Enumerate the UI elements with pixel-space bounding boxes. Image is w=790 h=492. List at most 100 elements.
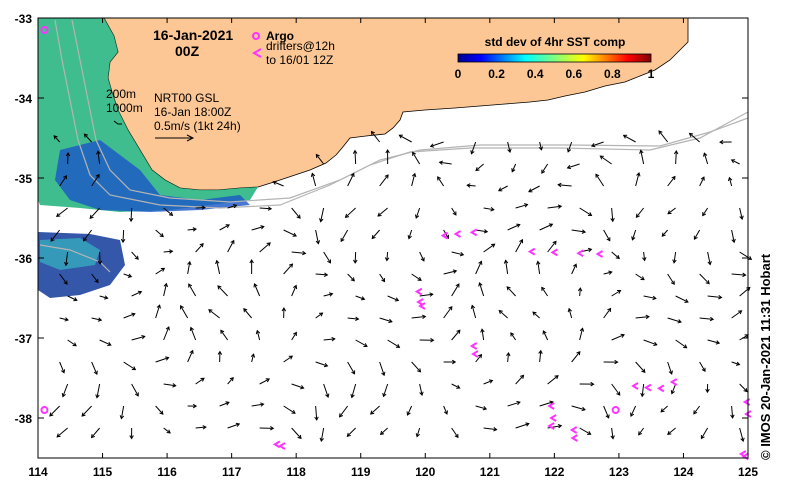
current-arrow xyxy=(89,207,101,220)
current-arrow xyxy=(667,273,675,286)
current-arrow xyxy=(347,273,355,282)
current-arrow xyxy=(437,176,445,187)
x-tick-label: 122 xyxy=(544,465,564,479)
current-arrow xyxy=(82,229,93,242)
current-arrow xyxy=(542,330,549,341)
current-arrow xyxy=(673,150,679,165)
current-arrow xyxy=(731,310,743,319)
current-arrow xyxy=(429,141,444,148)
current-arrow xyxy=(163,427,171,434)
argo-legend-label: Argo xyxy=(266,29,294,43)
drifter-marker xyxy=(631,382,639,390)
current-arrow xyxy=(129,427,134,440)
current-arrow xyxy=(259,426,275,431)
current-arrow xyxy=(478,282,485,297)
current-arrow xyxy=(705,383,710,394)
current-arrow xyxy=(611,383,621,396)
current-arrow xyxy=(675,295,689,303)
current-arrow xyxy=(483,243,496,253)
current-arrow xyxy=(707,251,712,266)
current-arrow xyxy=(411,314,427,320)
current-arrow xyxy=(387,339,401,348)
current-vectors xyxy=(49,130,753,443)
axis-ticks xyxy=(37,17,749,458)
current-arrow xyxy=(667,317,682,324)
current-arrow xyxy=(91,317,103,322)
current-arrow xyxy=(220,329,229,341)
current-arrow xyxy=(599,155,612,165)
current-arrow xyxy=(283,355,294,363)
current-arrow xyxy=(480,328,485,341)
current-arrow xyxy=(189,326,197,341)
current-arrow xyxy=(163,207,174,216)
current-arrow xyxy=(702,207,709,217)
current-arrow xyxy=(497,185,508,192)
current-arrow xyxy=(579,381,595,387)
isobath-lines xyxy=(39,19,749,273)
current-arrow xyxy=(155,356,170,363)
isobath-200-label: 200m xyxy=(106,87,136,101)
current-arrow xyxy=(64,251,69,267)
current-arrow xyxy=(539,223,554,231)
current-arrow xyxy=(180,305,189,319)
current-arrow xyxy=(131,290,143,297)
current-arrow xyxy=(443,269,458,275)
current-arrow xyxy=(319,207,325,223)
current-arrow xyxy=(667,361,673,375)
current-arrow xyxy=(475,405,488,411)
current-arrow xyxy=(123,361,137,371)
current-arrow xyxy=(217,285,228,297)
current-arrow xyxy=(700,427,709,440)
current-arrow xyxy=(672,251,677,264)
current-arrow xyxy=(411,273,422,281)
current-arrow xyxy=(622,134,636,143)
current-arrow xyxy=(385,149,390,165)
current-arrow xyxy=(470,304,477,319)
current-arrow xyxy=(315,153,325,165)
current-arrow xyxy=(272,180,284,187)
current-arrow xyxy=(475,229,489,234)
current-arrow xyxy=(547,375,559,385)
current-arrow xyxy=(451,207,457,216)
current-arrow xyxy=(506,286,517,297)
current-arrow xyxy=(638,427,645,436)
drifter-marker xyxy=(272,440,281,449)
current-arrow xyxy=(259,242,271,253)
drifter-marker xyxy=(471,350,479,358)
x-tick-label: 119 xyxy=(351,465,371,479)
current-arrow xyxy=(291,383,305,390)
current-arrow xyxy=(195,377,205,385)
current-arrow xyxy=(249,259,254,275)
current-arrow xyxy=(59,317,69,322)
current-arrow xyxy=(730,159,740,165)
current-arrow xyxy=(693,405,701,415)
current-arrow xyxy=(291,207,301,219)
drifter-marker xyxy=(278,442,286,450)
current-arrow xyxy=(347,172,355,187)
current-arrow xyxy=(340,229,349,243)
current-arrow xyxy=(506,351,511,363)
current-arrow xyxy=(187,349,194,363)
current-arrow xyxy=(541,286,549,297)
current-arrow xyxy=(91,361,98,376)
current-arrow xyxy=(291,331,297,341)
current-arrow xyxy=(438,160,452,165)
current-arrow xyxy=(369,405,380,415)
current-arrow xyxy=(371,229,381,240)
current-arrow xyxy=(253,283,261,297)
colorbar-tick-label: 1 xyxy=(648,67,655,81)
current-arrow xyxy=(498,309,508,319)
current-arrow xyxy=(557,182,572,188)
current-arrow xyxy=(603,307,612,319)
current-arrow xyxy=(475,353,483,363)
current-arrow xyxy=(731,272,747,278)
current-arrow xyxy=(635,172,641,187)
current-arrow xyxy=(640,383,645,398)
current-arrow xyxy=(123,312,136,319)
current-arrow xyxy=(384,251,390,262)
current-arrow xyxy=(719,139,732,145)
current-arrow xyxy=(310,172,317,187)
current-arrow xyxy=(667,175,676,187)
current-arrow xyxy=(291,250,307,256)
x-tick-label: 121 xyxy=(480,465,500,479)
